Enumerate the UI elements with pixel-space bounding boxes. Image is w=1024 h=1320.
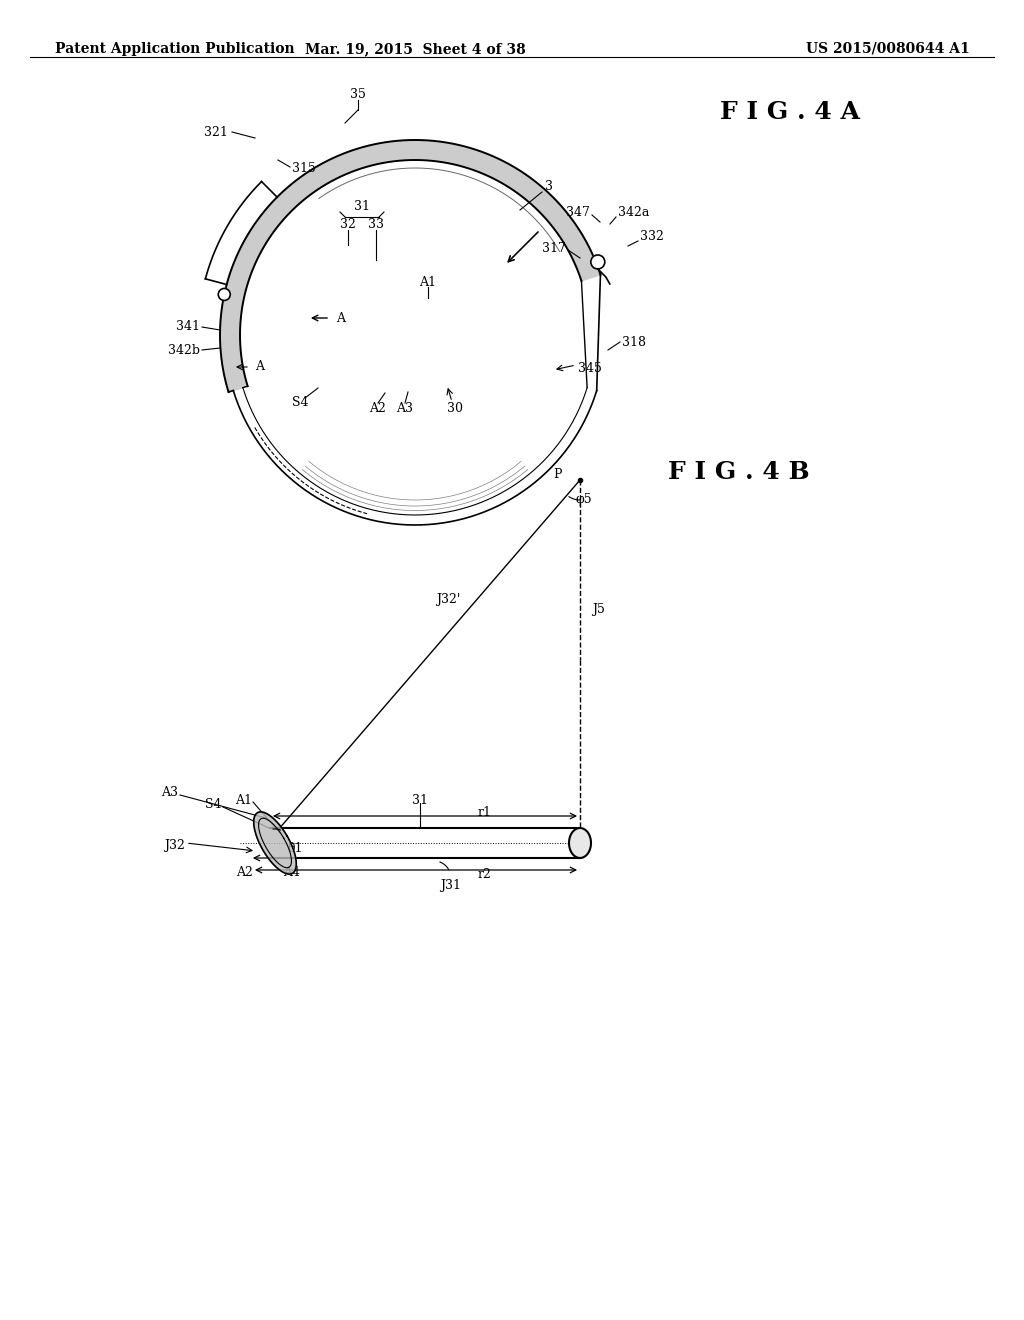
Text: 345: 345 [578, 362, 602, 375]
Text: r1: r1 [478, 805, 492, 818]
Text: US 2015/0080644 A1: US 2015/0080644 A1 [806, 42, 970, 55]
Text: A3: A3 [396, 401, 414, 414]
Text: φ5: φ5 [575, 494, 592, 507]
Text: J31: J31 [440, 879, 461, 891]
Text: 30: 30 [447, 401, 463, 414]
Text: A1: A1 [420, 276, 436, 289]
Text: Patent Application Publication: Patent Application Publication [55, 42, 295, 55]
Text: A3: A3 [161, 785, 178, 799]
Text: F I G . 4 A: F I G . 4 A [720, 100, 860, 124]
Text: θ1: θ1 [287, 842, 302, 854]
Text: F I G . 4 B: F I G . 4 B [668, 459, 810, 484]
Text: 32: 32 [340, 219, 356, 231]
Text: 31: 31 [412, 793, 428, 807]
Text: S4: S4 [292, 396, 308, 408]
Text: J32': J32' [435, 594, 460, 606]
Text: 341: 341 [176, 321, 200, 334]
Text: P: P [554, 469, 562, 482]
Text: 315: 315 [292, 161, 315, 174]
Ellipse shape [569, 828, 591, 858]
Text: A2: A2 [237, 866, 253, 879]
Polygon shape [254, 812, 296, 874]
Text: 321: 321 [204, 125, 228, 139]
Text: A: A [336, 312, 345, 325]
Text: J5: J5 [592, 603, 605, 616]
Text: A4: A4 [284, 866, 300, 879]
Text: 35: 35 [350, 88, 366, 102]
Text: Mar. 19, 2015  Sheet 4 of 38: Mar. 19, 2015 Sheet 4 of 38 [304, 42, 525, 55]
Text: 342a: 342a [618, 206, 649, 219]
Text: A1: A1 [234, 793, 252, 807]
Text: 347: 347 [566, 206, 590, 219]
Polygon shape [220, 140, 600, 392]
Text: 31: 31 [354, 201, 370, 214]
Circle shape [218, 289, 230, 301]
Text: 332: 332 [640, 231, 664, 243]
Text: 342b: 342b [168, 343, 200, 356]
Text: A2: A2 [370, 401, 386, 414]
Text: 3: 3 [545, 181, 553, 194]
Text: 317: 317 [542, 242, 566, 255]
Text: r2: r2 [478, 869, 492, 882]
Text: S4: S4 [206, 799, 222, 812]
Text: J32: J32 [164, 838, 185, 851]
Circle shape [591, 255, 605, 269]
Text: 33: 33 [368, 219, 384, 231]
Text: 318: 318 [622, 335, 646, 348]
Text: A: A [255, 360, 264, 374]
